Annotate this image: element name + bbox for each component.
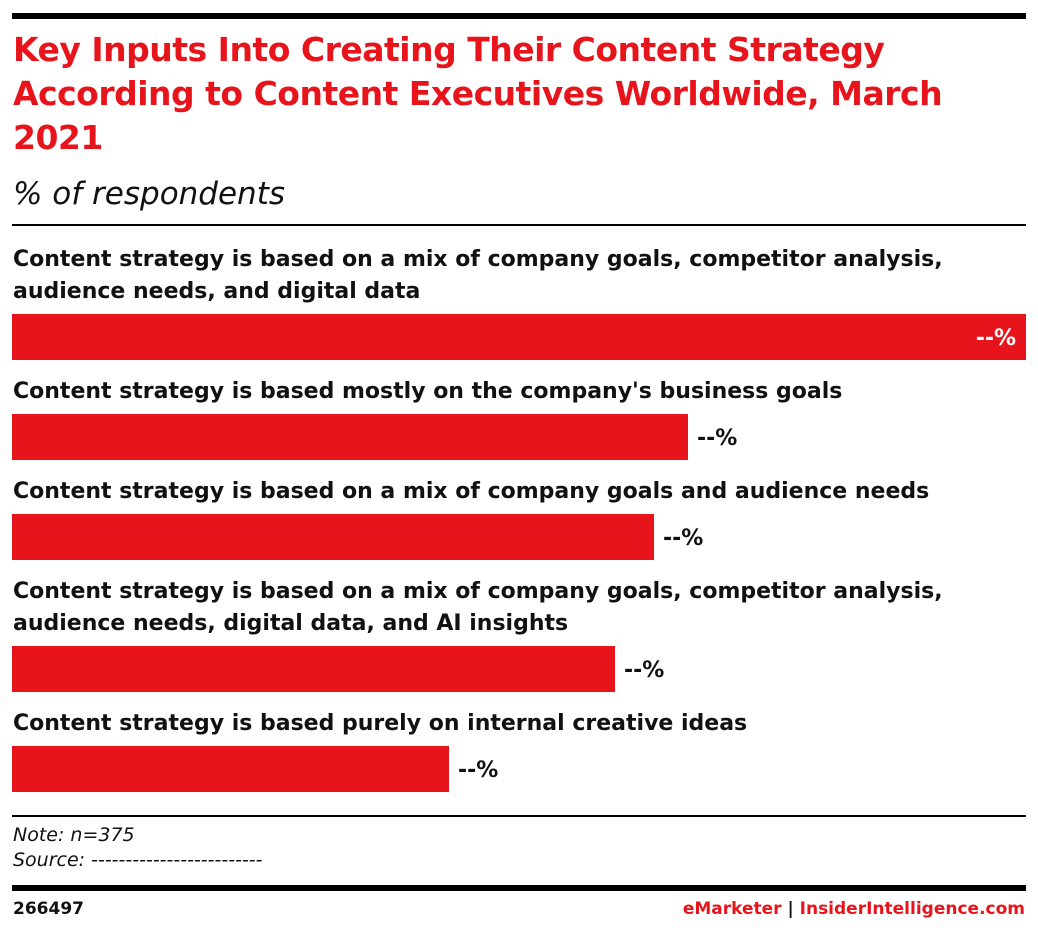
source-text: Source: ------------------------- bbox=[13, 849, 263, 871]
value-label: --% bbox=[663, 526, 703, 551]
category-label: Content strategy is based purely on inte… bbox=[13, 711, 747, 736]
brand-insider-intelligence: InsiderIntelligence.com bbox=[799, 899, 1025, 919]
brand-credit: eMarketer | InsiderIntelligence.com bbox=[683, 899, 1025, 919]
value-label: --% bbox=[624, 658, 664, 683]
bar bbox=[12, 746, 449, 792]
chart-title: Key Inputs Into Creating Their Content S… bbox=[13, 30, 943, 157]
bar bbox=[12, 414, 688, 460]
category-label: Content strategy is based on a mix of co… bbox=[13, 479, 929, 504]
bar bbox=[12, 646, 615, 692]
chart-id: 266497 bbox=[13, 899, 84, 919]
category-label: Content strategy is based on a mix of co… bbox=[13, 579, 943, 604]
value-label: --% bbox=[458, 758, 498, 783]
category-label: Content strategy is based mostly on the … bbox=[13, 379, 842, 404]
bottom-rule bbox=[12, 885, 1026, 891]
brand-separator: | bbox=[787, 899, 794, 919]
value-label: --% bbox=[697, 426, 737, 451]
note-text: Note: n=375 bbox=[13, 824, 135, 846]
footnote: Note: n=375 Source: --------------------… bbox=[13, 823, 263, 873]
top-rule bbox=[12, 13, 1026, 19]
category-label: audience needs, and digital data bbox=[13, 279, 420, 304]
chart-subtitle: % of respondents bbox=[13, 176, 286, 212]
bar bbox=[12, 314, 1026, 360]
category-label: Content strategy is based on a mix of co… bbox=[13, 247, 943, 272]
footer-divider bbox=[12, 815, 1026, 817]
brand-emarketer: eMarketer bbox=[682, 899, 782, 919]
value-label: --% bbox=[976, 326, 1016, 351]
category-label: audience needs, digital data, and AI ins… bbox=[13, 611, 568, 636]
bar bbox=[12, 514, 654, 560]
header-divider bbox=[12, 224, 1026, 226]
